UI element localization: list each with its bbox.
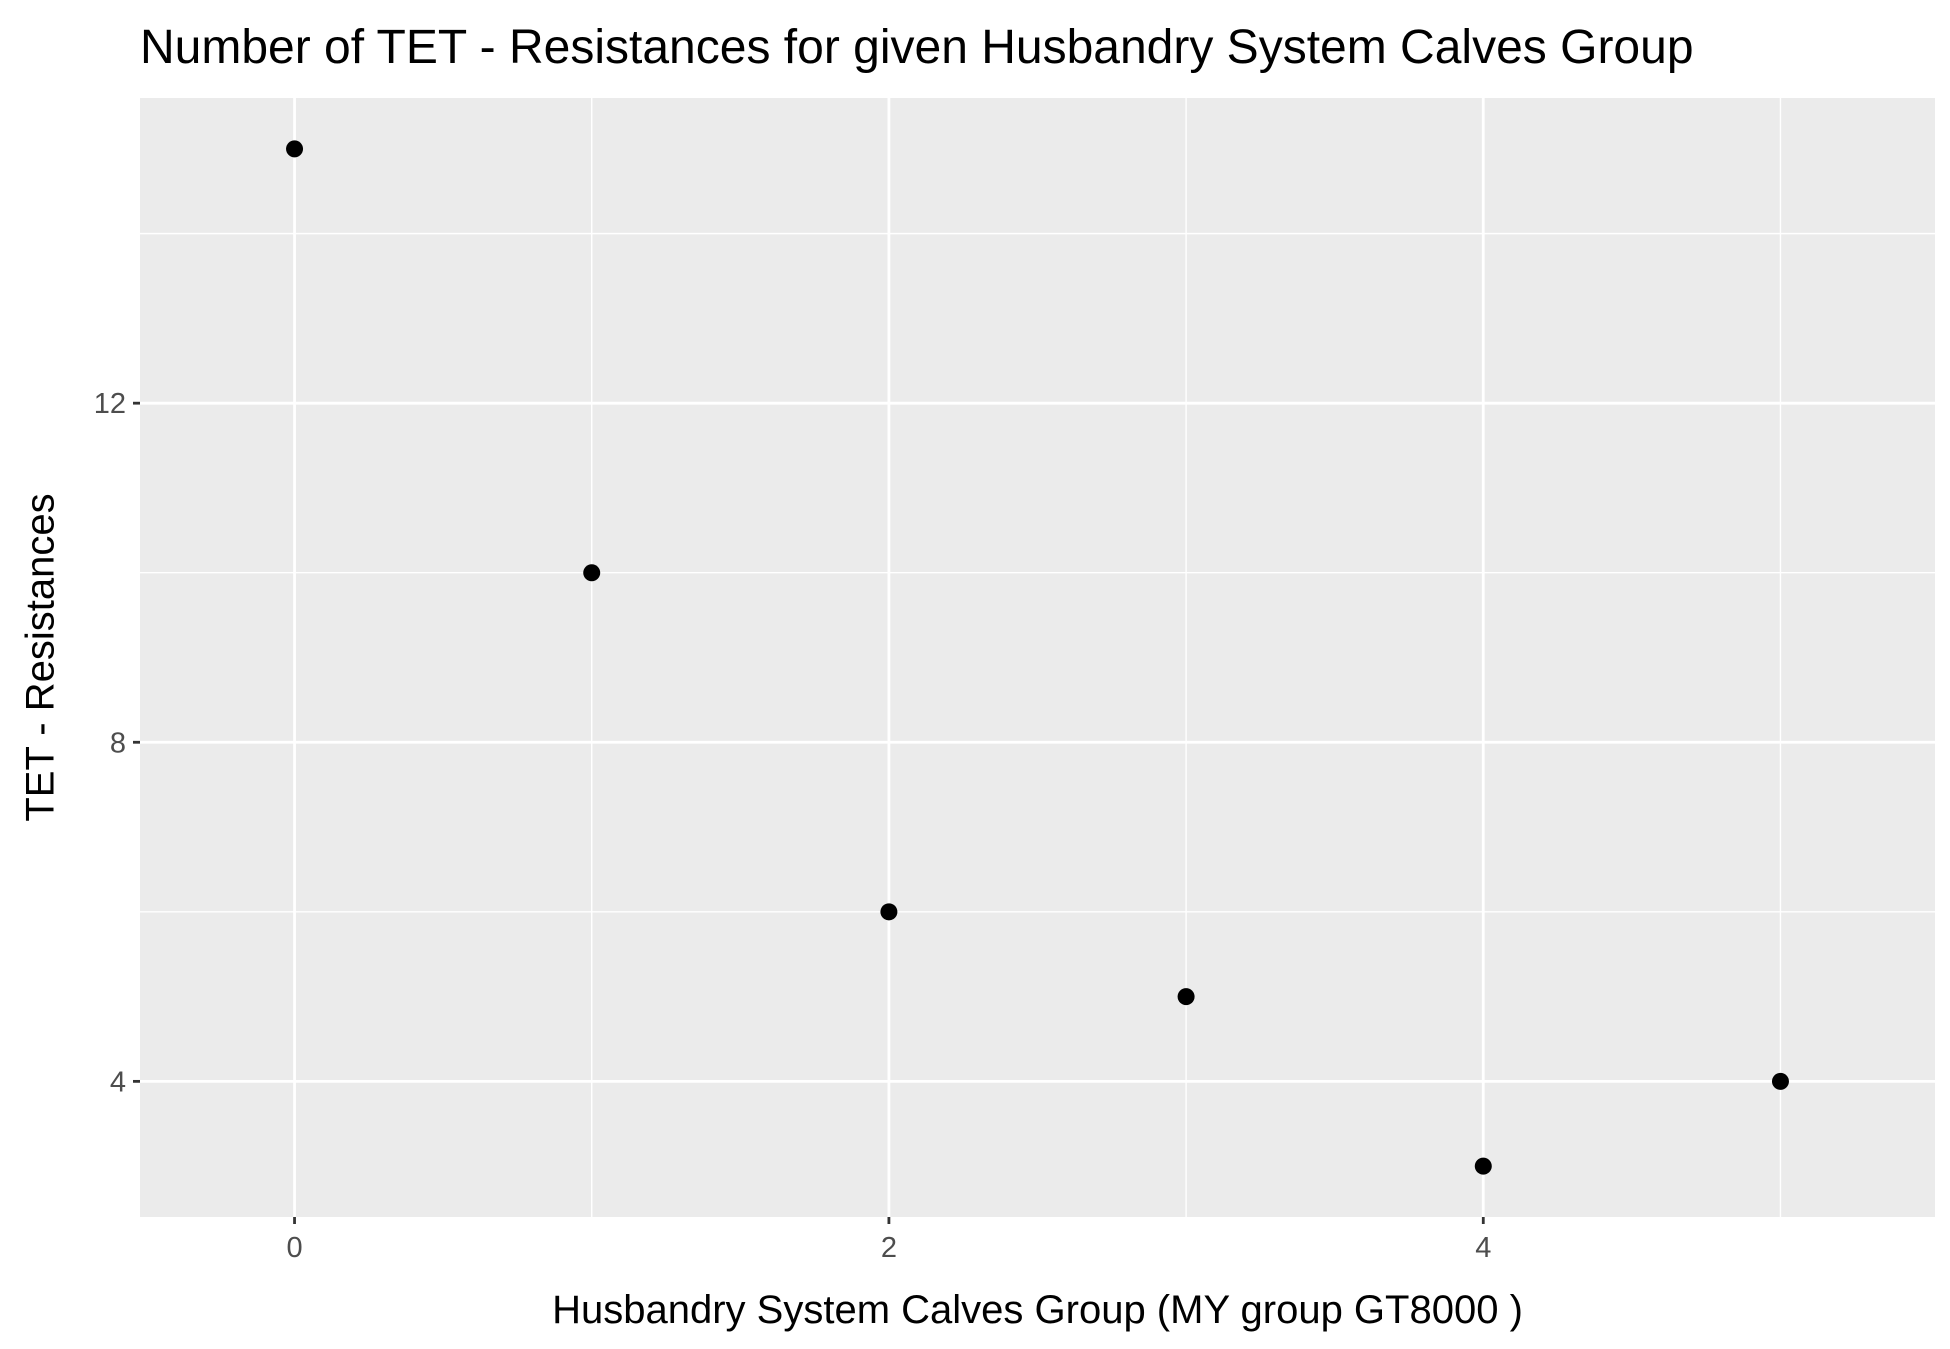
x-tick-label: 2	[881, 1232, 897, 1264]
data-point	[286, 140, 304, 158]
data-point	[1177, 988, 1195, 1006]
data-points	[286, 140, 1789, 1175]
data-point	[1771, 1072, 1789, 1090]
y-tick-label: 4	[110, 1066, 126, 1098]
y-tick-label: 8	[110, 727, 126, 759]
data-point	[1474, 1157, 1492, 1175]
x-tick-label: 4	[1475, 1232, 1491, 1264]
chart-title: Number of TET - Resistances for given Hu…	[140, 21, 1694, 74]
x-tick-label: 0	[286, 1232, 302, 1264]
y-tick-label: 12	[94, 388, 126, 420]
y-axis-title: TET - Resistances	[19, 493, 63, 821]
axes: 0 2 4 4 8 12	[94, 388, 1492, 1264]
data-point	[583, 564, 601, 582]
data-point	[880, 903, 898, 921]
x-axis-title: Husbandry System Calves Group (MY group …	[552, 1288, 1523, 1332]
plot-panel	[140, 98, 1935, 1217]
gridlines	[140, 98, 1935, 1217]
